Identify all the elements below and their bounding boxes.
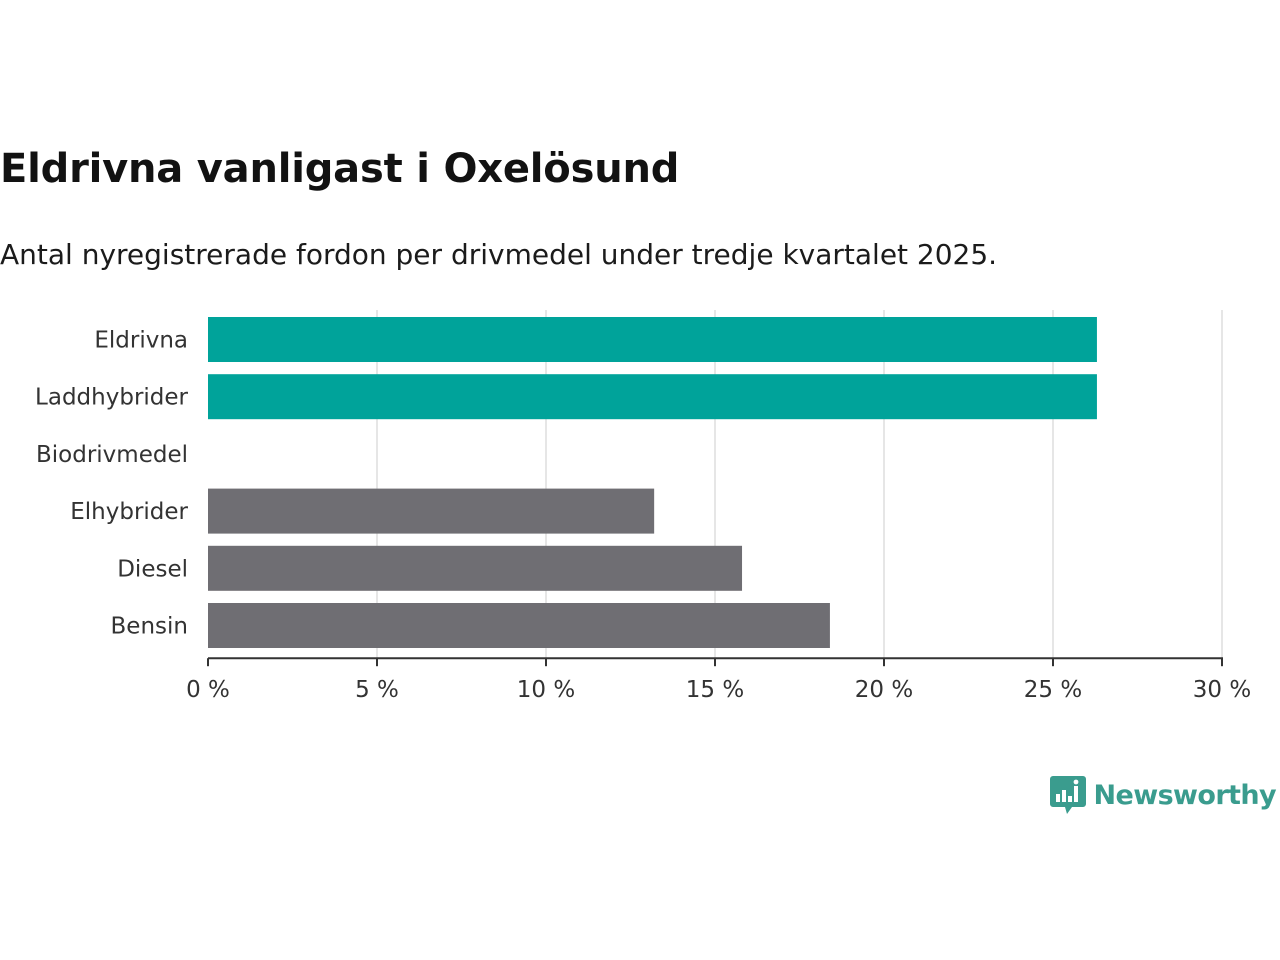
- bar-diesel: [208, 545, 743, 591]
- gridlines: [376, 310, 1223, 659]
- x-tick-label-5: 5 %: [355, 677, 399, 703]
- chart-title: Eldrivna vanligast i Oxelösund: [0, 146, 680, 192]
- bar-laddhybrider: [208, 374, 1097, 420]
- bar-bensin: [208, 603, 830, 648]
- bars: [208, 317, 1097, 648]
- brand-logo: Newsworthy: [1049, 774, 1277, 816]
- category-label-laddhybrider: Laddhybrider: [35, 385, 188, 411]
- category-label-biodrivmedel: Biodrivmedel: [36, 442, 188, 468]
- bar-elhybrider: [208, 488, 655, 534]
- category-label-diesel: Diesel: [117, 556, 188, 582]
- x-tick-label-0: 0 %: [186, 677, 230, 703]
- bar-eldrivna: [208, 317, 1097, 362]
- chart-subtitle: Antal nyregistrerade fordon per drivmede…: [0, 238, 998, 271]
- x-axis: 0 % 5 % 10 % 15 % 20 % 25 % 30 %: [186, 657, 1251, 703]
- newsworthy-logo-icon: [1049, 776, 1086, 814]
- category-labels: Eldrivna Laddhybrider Biodrivmedel Elhybrid…: [35, 328, 188, 640]
- bar-chart: Eldrivna Laddhybrider Biodrivmedel Elhybrid…: [35, 310, 1251, 703]
- category-label-bensin: Bensin: [111, 614, 188, 640]
- x-tick-label-20: 20 %: [855, 677, 913, 703]
- x-tick-label-30: 30 %: [1193, 677, 1251, 703]
- x-tick-label-15: 15 %: [686, 677, 744, 703]
- category-label-elhybrider: Elhybrider: [70, 499, 188, 525]
- brand-name: Newsworthy: [1093, 779, 1277, 811]
- x-tick-label-25: 25 %: [1024, 677, 1082, 703]
- x-tick-label-10: 10 %: [517, 677, 575, 703]
- category-label-eldrivna: Eldrivna: [94, 328, 188, 354]
